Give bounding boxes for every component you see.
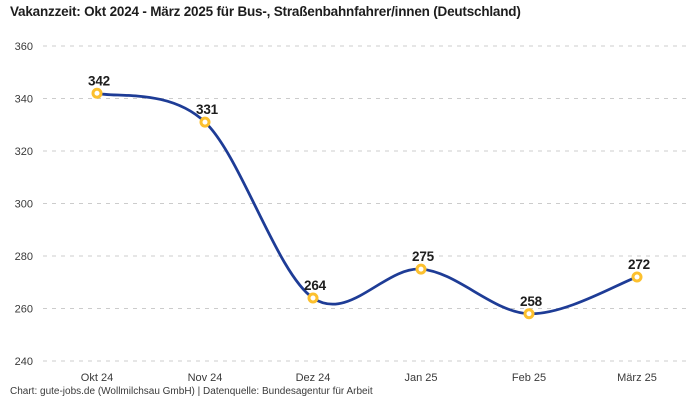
data-point-marker[interactable] — [91, 87, 103, 99]
data-point-label: 331 — [196, 102, 219, 117]
data-point-label: 272 — [628, 257, 650, 272]
data-point-label: 264 — [304, 278, 327, 293]
x-axis-tick-label: Dez 24 — [296, 372, 331, 384]
data-point-marker[interactable] — [523, 308, 535, 320]
x-axis-tick-label: Okt 24 — [81, 372, 113, 384]
y-axis-tick-label: 240 — [15, 356, 33, 368]
data-point-marker[interactable] — [199, 116, 211, 128]
x-axis-tick-label: Jan 25 — [404, 372, 437, 384]
x-axis-tick-label: März 25 — [617, 372, 657, 384]
data-point-marker[interactable] — [631, 271, 643, 283]
y-axis-tick-label: 300 — [15, 198, 33, 210]
y-axis-tick-label: 260 — [15, 303, 33, 315]
y-axis-tick-label: 280 — [15, 251, 33, 263]
x-axis-tick-label: Feb 25 — [512, 372, 546, 384]
y-axis-tick-label: 360 — [15, 41, 33, 53]
data-point-label: 342 — [88, 73, 110, 88]
chart-title: Vakanzzeit: Okt 2024 - März 2025 für Bus… — [10, 4, 521, 19]
x-axis-tick-label: Nov 24 — [188, 372, 223, 384]
data-point-label: 258 — [520, 294, 543, 309]
data-point-label: 275 — [412, 249, 435, 264]
data-point-marker[interactable] — [307, 292, 319, 304]
y-axis-tick-label: 320 — [15, 146, 33, 158]
y-axis-tick-label: 340 — [15, 93, 33, 105]
data-point-marker[interactable] — [415, 263, 427, 275]
chart-footer: Chart: gute-jobs.de (Wollmilchsau GmbH) … — [10, 386, 373, 397]
